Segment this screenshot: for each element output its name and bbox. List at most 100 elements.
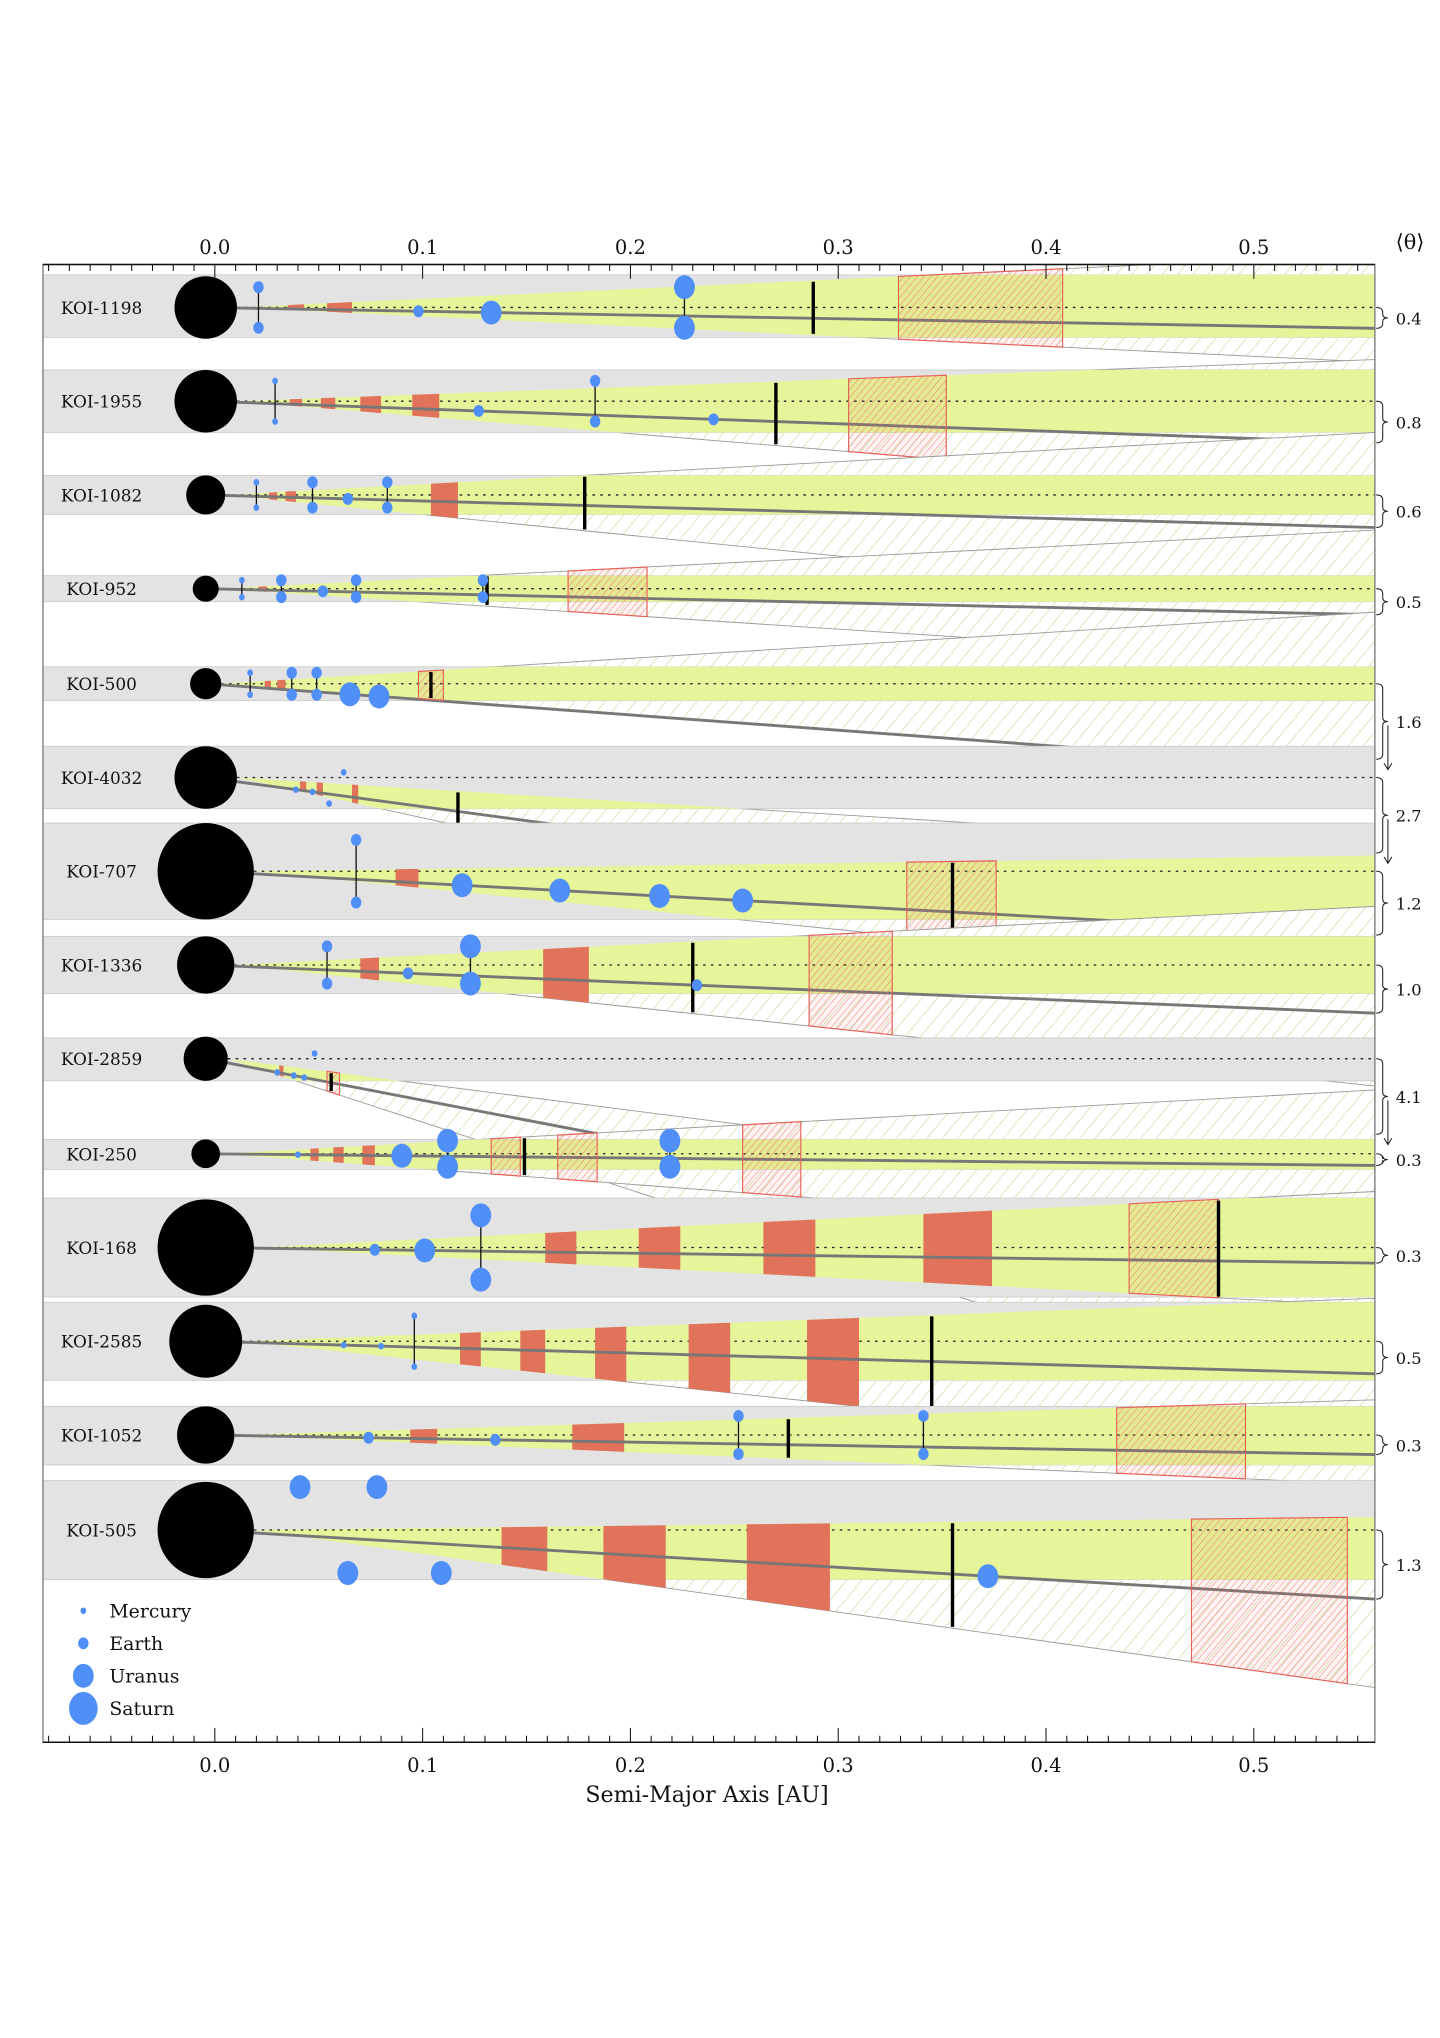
top-tick-label: 0.0 (199, 236, 230, 259)
theta-value: 0.5 (1396, 593, 1422, 612)
planet (311, 666, 322, 679)
orange-zone (410, 1428, 438, 1444)
planet (477, 574, 489, 587)
orange-zone (395, 868, 419, 888)
planet (659, 1154, 681, 1179)
planet (366, 1475, 388, 1500)
x-axis-label: Semi-Major Axis [AU] (585, 1782, 828, 1808)
theta-value: 0.5 (1396, 1349, 1422, 1368)
bottom-tick-label: 0.1 (407, 1754, 438, 1777)
planet (437, 1154, 458, 1179)
planet (402, 967, 414, 980)
system-label: KOI-4032 (61, 768, 142, 788)
orange-zone (763, 1219, 816, 1277)
orange-zone (360, 395, 382, 414)
planet (411, 1312, 418, 1320)
planet (733, 1409, 744, 1422)
system-label: KOI-500 (66, 674, 137, 694)
system-label: KOI-707 (66, 862, 137, 882)
theta-value: 4.1 (1396, 1088, 1422, 1107)
top-tick-label: 0.5 (1238, 236, 1269, 259)
planet (918, 1448, 929, 1461)
system-label: KOI-505 (66, 1521, 137, 1541)
planet (382, 501, 393, 514)
planet (470, 1267, 492, 1292)
system-row: KOI-2585 (42, 1297, 1375, 1462)
star (157, 1199, 254, 1296)
planet (674, 315, 695, 340)
planet (430, 1561, 452, 1585)
tilt-line (205, 306, 1375, 330)
orange-zone (746, 1523, 830, 1611)
hatched-zone (897, 268, 1064, 348)
planet (307, 476, 318, 489)
planet (311, 688, 322, 701)
orange-zone (320, 397, 336, 410)
axes: 0.0 0.0 0.1 0.1 0.2 0.2 0.3 0.3 0.4 0.4 0.5 0.5 (48, 236, 1359, 1777)
orange-zone (351, 784, 359, 804)
planet (339, 682, 361, 707)
planet (378, 1342, 384, 1350)
theta-brace (1376, 776, 1388, 854)
planet (350, 833, 362, 846)
planet (342, 492, 354, 505)
planet (674, 275, 695, 300)
planet (733, 1448, 744, 1461)
orange-zone (923, 1210, 992, 1287)
planet (708, 413, 719, 426)
top-tick-label: 0.1 (407, 236, 438, 259)
planet (272, 377, 278, 385)
planet (460, 971, 481, 996)
hatched-zone (848, 374, 947, 461)
planet (350, 574, 362, 587)
system-label: KOI-952 (66, 579, 137, 599)
top-tick-label: 0.3 (823, 236, 854, 259)
hatched-zone (567, 566, 648, 618)
tilt-line (205, 399, 1375, 445)
planet (289, 1475, 311, 1500)
planet (918, 1409, 929, 1422)
planet (311, 1050, 318, 1057)
planet (321, 977, 333, 990)
hatched-zone (490, 1136, 521, 1177)
overlay-marks: 0.4 0.8 0.6 0.5 1.6 2.7 1.2 1.0 4.1 0.3 0.3 0.5 0.3 1… (1376, 306, 1422, 1600)
bottom-tick-label: 0.3 (823, 1754, 854, 1777)
tilt-line (205, 963, 1375, 1015)
star (157, 1481, 254, 1579)
system-label: KOI-1052 (61, 1425, 142, 1445)
theta-brace (1376, 870, 1388, 936)
planet (253, 504, 260, 511)
wedge-fill (253, 855, 1375, 920)
planet (247, 669, 254, 677)
planet (340, 1341, 347, 1349)
system-row: KOI-168 (42, 1191, 1375, 1307)
wedge-fill (227, 1058, 401, 1081)
legend-label: Uranus (109, 1665, 179, 1687)
arrow-down-icon (1383, 1100, 1393, 1146)
orange-zone (279, 1065, 284, 1077)
orange-zone (412, 393, 440, 418)
star (169, 1304, 243, 1378)
planet (337, 1561, 359, 1585)
legend-label: Mercury (109, 1600, 191, 1622)
hatched-zone (1190, 1516, 1348, 1685)
tilt-line (205, 587, 1375, 617)
system-label: KOI-1198 (61, 298, 142, 318)
theta-value: 1.6 (1396, 713, 1422, 732)
hatched-zone (557, 1132, 598, 1183)
orange-zone (360, 957, 379, 981)
orange-zone (543, 946, 589, 1003)
planet (460, 934, 481, 959)
star (186, 475, 226, 515)
star (191, 1139, 221, 1169)
planet (470, 1203, 492, 1228)
planet (247, 691, 254, 699)
planet (253, 281, 264, 294)
wedge-fill (236, 274, 1375, 338)
theta-brace (1376, 400, 1388, 444)
planet (368, 684, 390, 709)
system-row: KOI-505 (42, 1475, 1375, 1689)
theta-brace (1376, 494, 1388, 529)
legend-marker-mercury (80, 1607, 87, 1615)
